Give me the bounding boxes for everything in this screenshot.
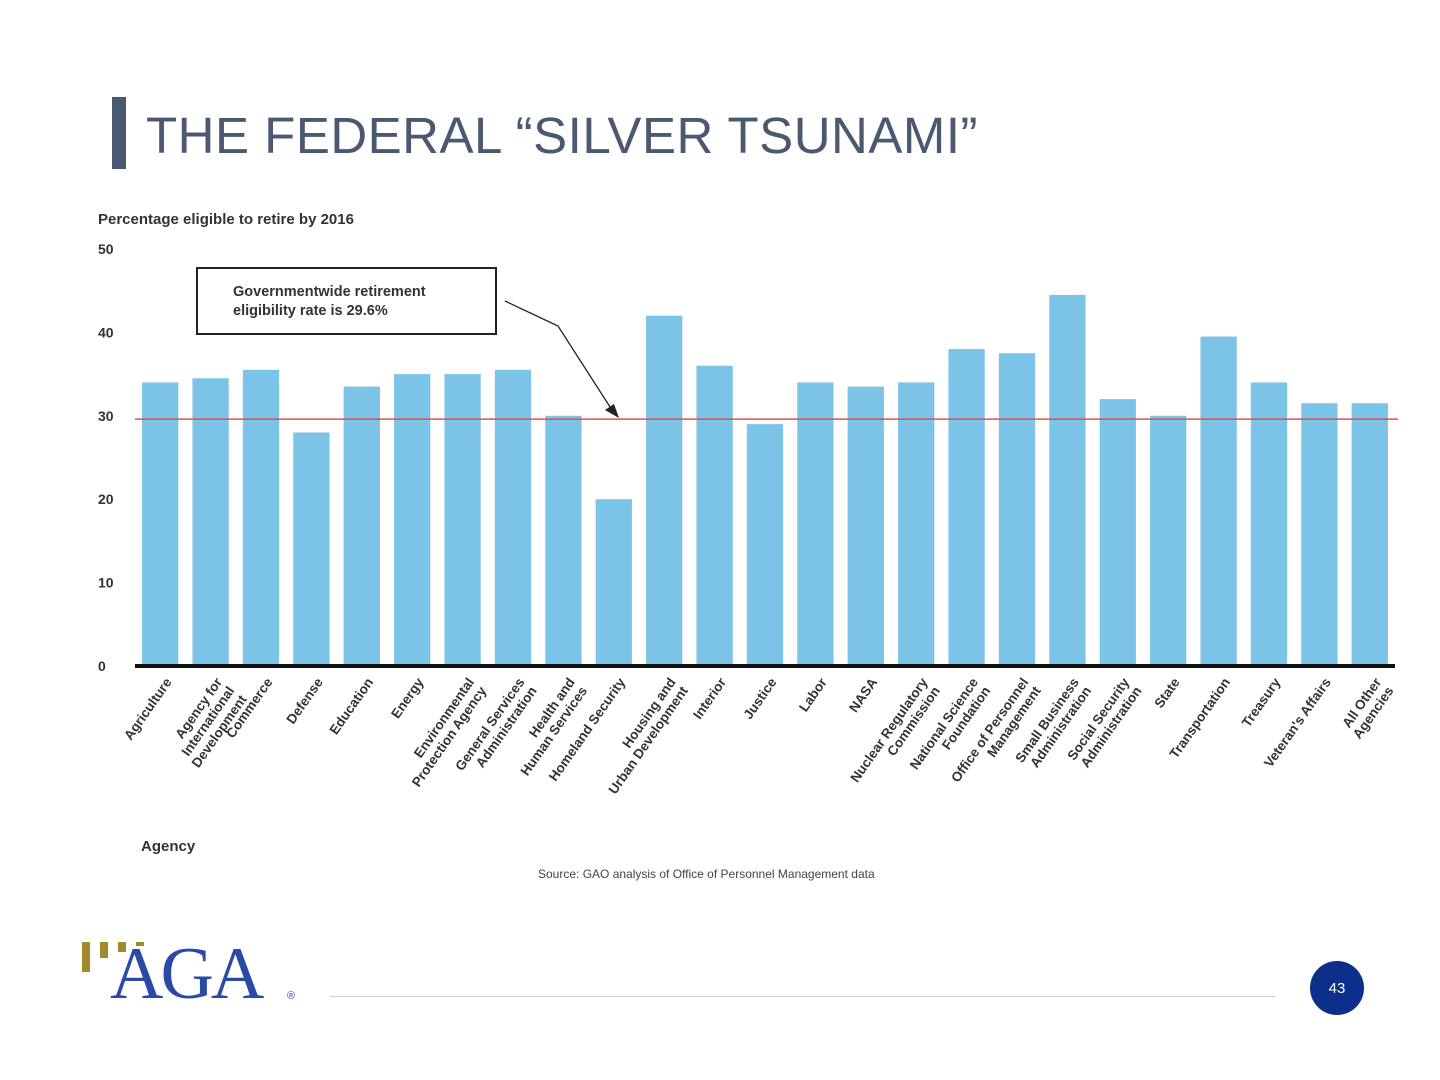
y-tick-label: 50 (98, 241, 114, 257)
x-tick-label-line: Interior (690, 675, 729, 722)
x-tick-label: Labor (796, 675, 830, 715)
slide-title: THE FEDERAL “SILVER TSUNAMI” (146, 107, 979, 164)
x-tick-label-line: Defense (283, 675, 326, 727)
bar (1250, 382, 1288, 666)
bar (192, 378, 229, 666)
bar (545, 415, 582, 666)
bar (595, 499, 632, 666)
y-tick-label: 0 (98, 658, 106, 674)
x-tick-label-line: Labor (796, 675, 830, 715)
bar (494, 369, 532, 666)
title-accent-bar (112, 97, 126, 169)
callout-arrow-line (504, 300, 613, 411)
bar (696, 365, 733, 666)
logo-registered-mark: ® (287, 990, 296, 1002)
x-tick-label: Education (327, 675, 377, 737)
callout-text: Governmentwide retirement (233, 284, 426, 300)
callout-text: eligibility rate is 29.6% (233, 303, 388, 319)
callout-box (196, 267, 497, 335)
bar (444, 374, 481, 666)
y-tick-label: 40 (98, 324, 114, 340)
bar (898, 382, 935, 666)
x-tick-label: Defense (283, 675, 326, 727)
bar (847, 386, 884, 666)
bar (1351, 403, 1388, 666)
source-note: Source: GAO analysis of Office of Person… (538, 867, 875, 881)
bar (1150, 415, 1187, 666)
bar (1301, 403, 1338, 666)
bar (948, 349, 985, 666)
bar (394, 374, 431, 666)
x-tick-label: Agriculture (121, 675, 175, 743)
x-tick-label: Treasury (1239, 675, 1284, 730)
bar-chart: Percentage eligible to retire by 2016 0 1… (98, 211, 1398, 881)
x-axis-label: Agency (141, 838, 196, 855)
callout-arrow-head (605, 404, 619, 418)
bar (797, 382, 834, 666)
bar (1049, 294, 1086, 666)
x-tick-label-line: Energy (388, 675, 427, 721)
page-number: 43 (1328, 979, 1346, 997)
x-tick-label: NASA (846, 675, 880, 715)
bar (646, 315, 683, 666)
bar (293, 432, 330, 666)
x-tick-label-line: Education (327, 675, 377, 737)
bar (998, 353, 1036, 666)
x-tick-label-line: Agriculture (121, 675, 175, 743)
x-tick-label-line: NASA (846, 675, 880, 715)
chart-title: Percentage eligible to retire by 2016 (98, 211, 354, 228)
bar (142, 382, 179, 666)
logo-gold-bar-2 (100, 942, 108, 958)
x-tick-label-line: State (1151, 675, 1183, 711)
logo-gold-bar-1 (82, 942, 90, 972)
x-tick-label: Interior (690, 675, 729, 722)
bar (343, 386, 380, 666)
logo-gold-bar-4 (136, 942, 144, 946)
x-tick-label-line: Justice (740, 675, 779, 722)
logo-gold-bar-3 (118, 942, 126, 952)
logo-text: AGA (110, 933, 264, 1015)
footer-divider (330, 996, 1275, 997)
x-tick-label: State (1151, 675, 1183, 711)
bar (1200, 336, 1237, 666)
x-tick-label-line: Treasury (1239, 675, 1284, 730)
aga-logo-mark (82, 942, 144, 972)
bar (746, 424, 784, 666)
y-tick-label: 10 (98, 575, 114, 591)
y-tick-label: 20 (98, 491, 114, 507)
bar (242, 369, 280, 666)
x-tick-label: Energy (388, 675, 427, 721)
page-number-badge: 43 (1310, 961, 1364, 1015)
x-tick-label: Justice (740, 675, 779, 722)
bar (1099, 399, 1136, 666)
y-tick-label: 30 (98, 408, 114, 424)
x-tick-label: All OtherAgencies (1338, 675, 1397, 742)
